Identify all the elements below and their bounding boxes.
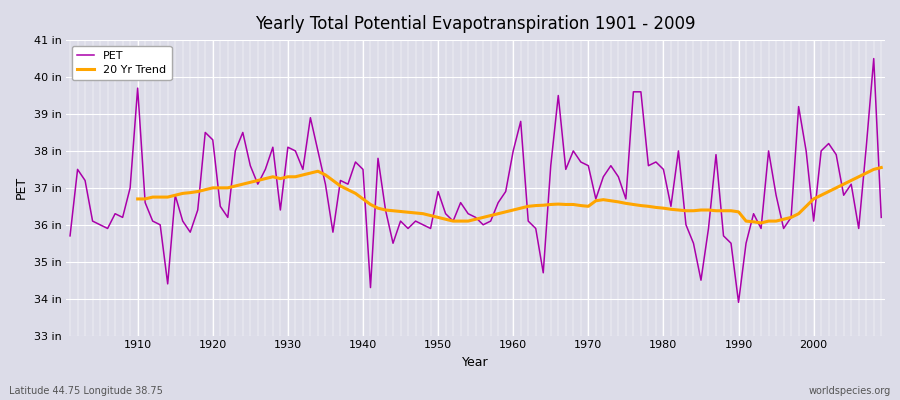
20 Yr Trend [516,206,526,210]
PET [65,234,76,238]
PET [598,174,608,179]
Legend: PET, 20 Yr Trend: PET, 20 Yr Trend [72,46,172,80]
20 Yr Trend [275,176,286,181]
X-axis label: Year: Year [463,356,489,369]
PET [500,189,511,194]
Text: worldspecies.org: worldspecies.org [809,386,891,396]
PET [868,56,879,61]
20 Yr Trend [756,220,767,225]
20 Yr Trend [824,189,834,194]
Title: Yearly Total Potential Evapotranspiration 1901 - 2009: Yearly Total Potential Evapotranspiratio… [256,15,696,33]
Line: 20 Yr Trend: 20 Yr Trend [138,168,881,223]
Text: Latitude 44.75 Longitude 38.75: Latitude 44.75 Longitude 38.75 [9,386,163,396]
20 Yr Trend [132,196,143,201]
20 Yr Trend [575,203,586,208]
PET [335,178,346,183]
20 Yr Trend [876,165,886,170]
Line: PET: PET [70,58,881,302]
PET [734,300,744,305]
PET [125,186,136,190]
Y-axis label: PET: PET [15,176,28,200]
20 Yr Trend [305,171,316,176]
PET [876,215,886,220]
PET [508,148,518,153]
20 Yr Trend [846,178,857,183]
PET [290,148,301,153]
